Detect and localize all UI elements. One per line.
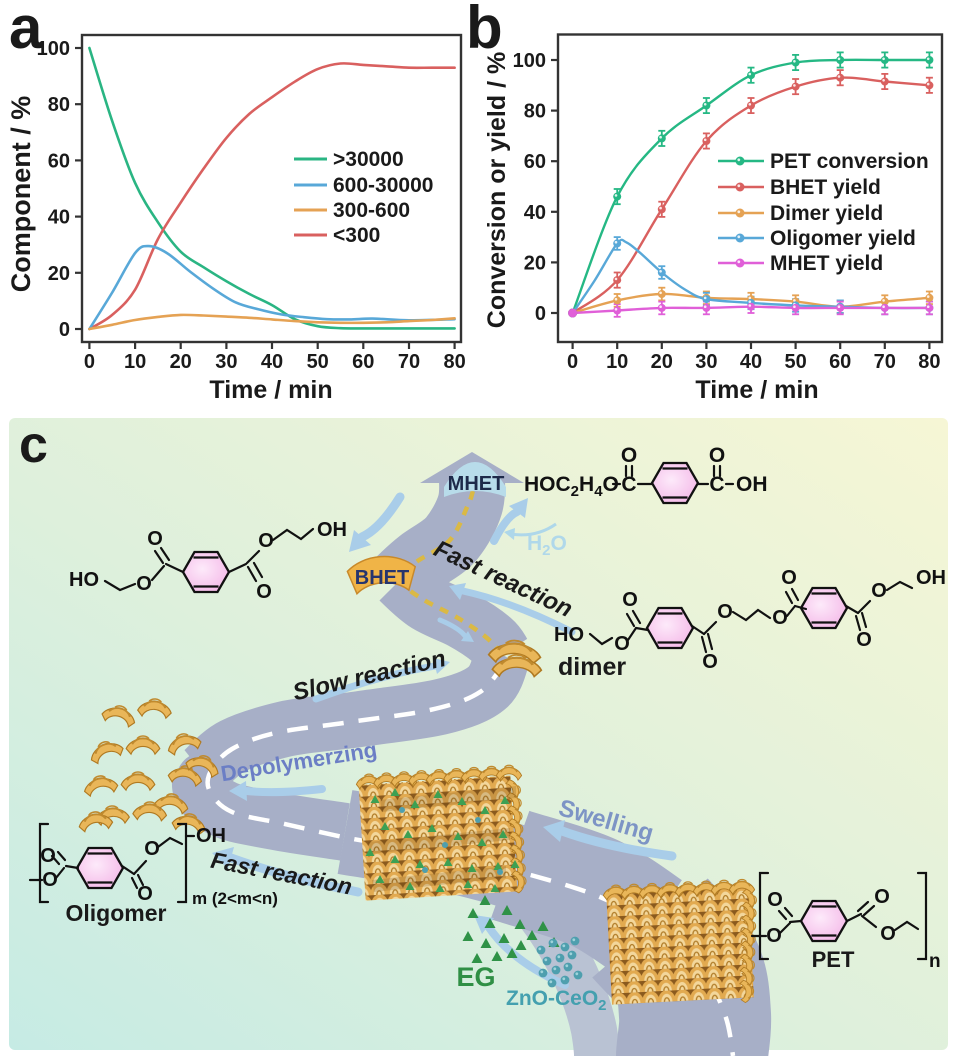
svg-text:ZnO-CeO2: ZnO-CeO2 [506,987,607,1014]
svg-text:80: 80 [524,101,546,123]
svg-text:50: 50 [307,351,329,373]
svg-text:O: O [717,601,733,623]
svg-text:0: 0 [535,303,546,325]
svg-text:60: 60 [524,151,546,173]
svg-text:OH: OH [317,519,347,541]
svg-text:EG: EG [456,962,495,992]
svg-text:Time / min: Time / min [209,376,332,404]
svg-text:O: O [781,567,797,589]
svg-text:20: 20 [524,252,546,274]
svg-text:70: 70 [398,351,420,373]
svg-text:30: 30 [215,351,237,373]
svg-text:n: n [929,951,941,972]
svg-text:Dimer yield: Dimer yield [770,202,883,225]
svg-text:100: 100 [37,38,70,60]
svg-text:m (2<m<n): m (2<m<n) [192,889,278,908]
svg-text:80: 80 [443,351,465,373]
svg-text:Time / min: Time / min [695,376,818,404]
svg-text:b: b [466,0,503,61]
svg-text:O: O [702,651,718,673]
svg-text:20: 20 [48,263,70,285]
svg-text:O: O [258,530,274,552]
svg-text:BHET: BHET [355,567,409,589]
svg-text:O: O [621,444,637,467]
svg-text:10: 10 [124,351,146,373]
svg-text:600-30000: 600-30000 [333,174,433,197]
svg-text:40: 40 [261,351,283,373]
svg-text:Conversion or yield / %: Conversion or yield / % [483,52,511,328]
svg-text:OH: OH [196,825,226,847]
svg-text:40: 40 [48,207,70,229]
svg-text:O: O [880,923,896,945]
svg-text:c: c [19,416,48,474]
svg-text:O: O [767,889,783,911]
svg-text:O: O [766,925,782,947]
svg-text:a: a [9,0,43,61]
svg-text:60: 60 [48,150,70,172]
svg-text:40: 40 [740,351,762,373]
svg-text:O: O [147,528,163,550]
svg-text:0: 0 [567,351,578,373]
svg-text:O: O [614,633,630,655]
svg-text:Component / %: Component / % [6,96,36,293]
svg-text:60: 60 [829,351,851,373]
svg-text:Oligomer: Oligomer [66,900,167,926]
svg-text:30: 30 [695,351,717,373]
svg-text:300-600: 300-600 [333,199,410,222]
svg-text:OH: OH [916,567,946,589]
svg-text:0: 0 [59,319,70,341]
svg-text:<300: <300 [333,224,380,247]
svg-text:PET conversion: PET conversion [770,150,929,173]
svg-text:MHET: MHET [448,473,505,495]
svg-text:O: O [144,838,160,860]
svg-text:80: 80 [48,94,70,116]
svg-text:O: O [856,629,872,651]
svg-text:PET: PET [812,947,855,972]
svg-text:20: 20 [170,351,192,373]
svg-text:O: O [42,869,58,891]
svg-text:>30000: >30000 [333,148,404,171]
svg-text:O: O [772,607,788,629]
svg-text:C: C [621,473,636,496]
svg-text:40: 40 [524,202,546,224]
svg-text:C: C [709,473,724,496]
svg-text:80: 80 [918,351,940,373]
svg-text:HOC2H4O: HOC2H4O [524,473,619,500]
svg-text:50: 50 [784,351,806,373]
svg-text:BHET yield: BHET yield [770,176,881,199]
svg-text:60: 60 [352,351,374,373]
svg-text:O: O [137,883,153,905]
svg-text:O: O [709,444,725,467]
svg-text:OH: OH [736,473,768,496]
svg-text:dimer: dimer [558,653,626,681]
svg-text:MHET yield: MHET yield [770,252,883,275]
svg-text:0: 0 [84,351,95,373]
svg-text:O: O [622,589,638,611]
svg-text:HO: HO [554,624,584,646]
svg-text:O: O [40,845,56,867]
svg-text:20: 20 [651,351,673,373]
svg-text:HO: HO [69,569,99,591]
svg-text:O: O [874,886,890,908]
svg-text:O: O [136,573,152,595]
svg-text:Oligomer yield: Oligomer yield [770,227,916,250]
svg-text:O: O [871,580,887,602]
svg-text:100: 100 [513,50,546,72]
svg-text:10: 10 [606,351,628,373]
svg-text:O: O [256,581,272,603]
svg-text:70: 70 [874,351,896,373]
